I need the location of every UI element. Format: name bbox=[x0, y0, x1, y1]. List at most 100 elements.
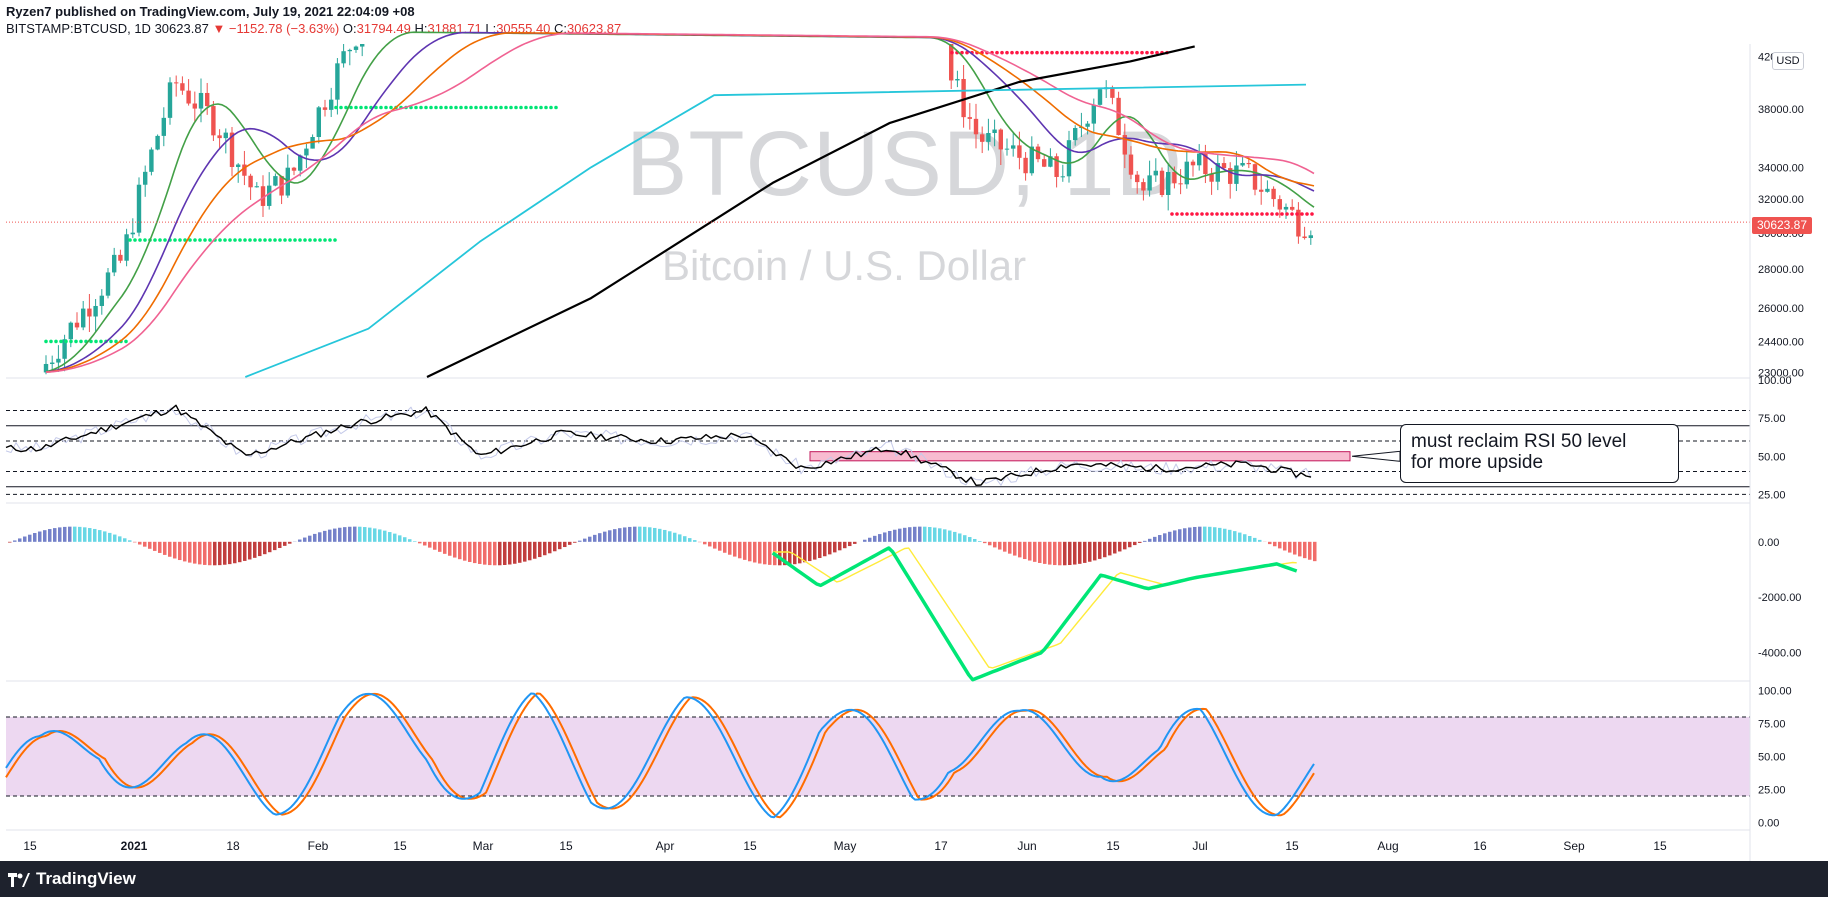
macd-histogram-bar bbox=[303, 537, 307, 542]
candle bbox=[1147, 160, 1152, 197]
macd-histogram-bar bbox=[383, 530, 387, 542]
macd-histogram-bar bbox=[463, 541, 467, 561]
candle-body bbox=[1073, 128, 1078, 141]
macd-axis-label: -2000.00 bbox=[1758, 592, 1801, 604]
stoch-k-line bbox=[5, 692, 1315, 819]
candle-body bbox=[298, 155, 303, 171]
annotation-callout[interactable]: must reclaim RSI 50 level for more upsid… bbox=[1400, 424, 1679, 483]
macd-histogram-bar bbox=[693, 540, 697, 542]
level-dot bbox=[248, 238, 252, 242]
candle-body bbox=[1308, 235, 1313, 239]
candle bbox=[986, 118, 991, 151]
macd-histogram-bar bbox=[118, 536, 122, 542]
macd-histogram-bar bbox=[28, 534, 32, 542]
level-dot bbox=[1045, 50, 1049, 55]
macd-histogram-bar bbox=[1048, 541, 1052, 565]
time-axis-label: 18 bbox=[226, 839, 240, 853]
symbol-name[interactable]: BITSTAMP:BTCUSD, 1D bbox=[6, 21, 151, 36]
macd-histogram-bar bbox=[358, 526, 362, 542]
macd-histogram-bar bbox=[1203, 526, 1207, 542]
candle-body bbox=[360, 44, 365, 47]
level-dot bbox=[173, 238, 177, 242]
level-dot bbox=[288, 238, 292, 242]
candle bbox=[1073, 125, 1078, 146]
macd-histogram-bar bbox=[643, 526, 647, 542]
candle-body bbox=[1265, 188, 1270, 192]
candle bbox=[1141, 178, 1146, 201]
level-dot bbox=[474, 105, 478, 110]
macd-histogram-bar bbox=[1303, 541, 1307, 559]
level-dot bbox=[153, 238, 157, 242]
level-dot bbox=[143, 238, 147, 242]
level-dot bbox=[1085, 50, 1089, 55]
macd-histogram-bar bbox=[418, 541, 422, 544]
level-dot bbox=[544, 105, 548, 110]
level-dot bbox=[359, 105, 363, 110]
macd-histogram-bar bbox=[1268, 541, 1272, 545]
candle bbox=[291, 166, 297, 176]
level-dot bbox=[519, 105, 523, 110]
candle-body bbox=[105, 272, 111, 296]
candle bbox=[1054, 153, 1059, 188]
level-dot bbox=[1035, 50, 1039, 55]
candle bbox=[248, 173, 253, 200]
level-dot bbox=[469, 105, 473, 110]
chart-canvas[interactable]: 23000.0024400.0026000.0028000.0030000.00… bbox=[0, 0, 1828, 861]
macd-histogram-bar bbox=[1023, 541, 1027, 560]
candle bbox=[1042, 154, 1047, 168]
symbol-legend: BITSTAMP:BTCUSD, 1D 30623.87 ▼ −1152.78 … bbox=[6, 21, 621, 36]
macd-histogram-bar bbox=[478, 541, 482, 564]
level-dot bbox=[44, 339, 48, 344]
macd-histogram-bar bbox=[413, 541, 417, 542]
price-change: ▼ −1152.78 (−3.63%) bbox=[212, 21, 340, 36]
level-dot bbox=[384, 105, 388, 110]
candle bbox=[211, 100, 216, 142]
candle bbox=[1290, 199, 1295, 212]
candle-body bbox=[81, 308, 86, 328]
macd-histogram-bar bbox=[1228, 529, 1232, 542]
level-dot bbox=[1070, 50, 1074, 55]
time-axis-label: 15 bbox=[743, 839, 757, 853]
rsi-shadow-line bbox=[5, 406, 1312, 486]
macd-histogram-bar bbox=[523, 541, 527, 562]
currency-button[interactable]: USD bbox=[1772, 52, 1804, 70]
macd-histogram-bar bbox=[438, 541, 442, 552]
candle bbox=[1122, 123, 1127, 169]
candle-body bbox=[273, 176, 278, 186]
time-axis-label: Jul bbox=[1192, 839, 1207, 853]
candle-body bbox=[329, 99, 334, 110]
candle bbox=[267, 172, 272, 210]
level-dot bbox=[379, 105, 383, 110]
macd-histogram-bar bbox=[488, 541, 492, 566]
macd-histogram-bar bbox=[613, 529, 617, 542]
macd-histogram-bar bbox=[893, 529, 897, 542]
macd-histogram-bar bbox=[733, 541, 737, 557]
macd-histogram-bar bbox=[1168, 531, 1172, 542]
stoch-band bbox=[6, 716, 1750, 797]
macd-histogram-bar bbox=[638, 526, 642, 542]
macd-histogram-bar bbox=[688, 538, 692, 542]
candle bbox=[1221, 157, 1227, 170]
macd-histogram-bar bbox=[793, 541, 797, 565]
candle-body bbox=[1128, 154, 1134, 175]
level-dot bbox=[1300, 212, 1304, 216]
macd-histogram-bar bbox=[1118, 541, 1122, 552]
candle-body bbox=[1228, 168, 1233, 184]
level-dot bbox=[1025, 50, 1029, 55]
callout-pointer bbox=[1351, 450, 1401, 462]
candle bbox=[949, 44, 954, 90]
level-dot bbox=[158, 238, 162, 242]
macd-line bbox=[771, 546, 1298, 682]
level-dot bbox=[389, 105, 393, 110]
tradingview-brand[interactable]: TradingView bbox=[8, 869, 136, 889]
candle bbox=[254, 182, 259, 188]
candle-body bbox=[335, 63, 340, 100]
open-label: O: bbox=[342, 21, 357, 36]
candle-body bbox=[124, 234, 129, 261]
macd-histogram-bar bbox=[268, 541, 272, 553]
macd-histogram-bar bbox=[278, 541, 282, 548]
macd-histogram-bar bbox=[13, 540, 17, 542]
macd-histogram-bar bbox=[1008, 541, 1012, 554]
candle bbox=[1184, 150, 1189, 189]
macd-histogram-bar bbox=[968, 537, 972, 542]
